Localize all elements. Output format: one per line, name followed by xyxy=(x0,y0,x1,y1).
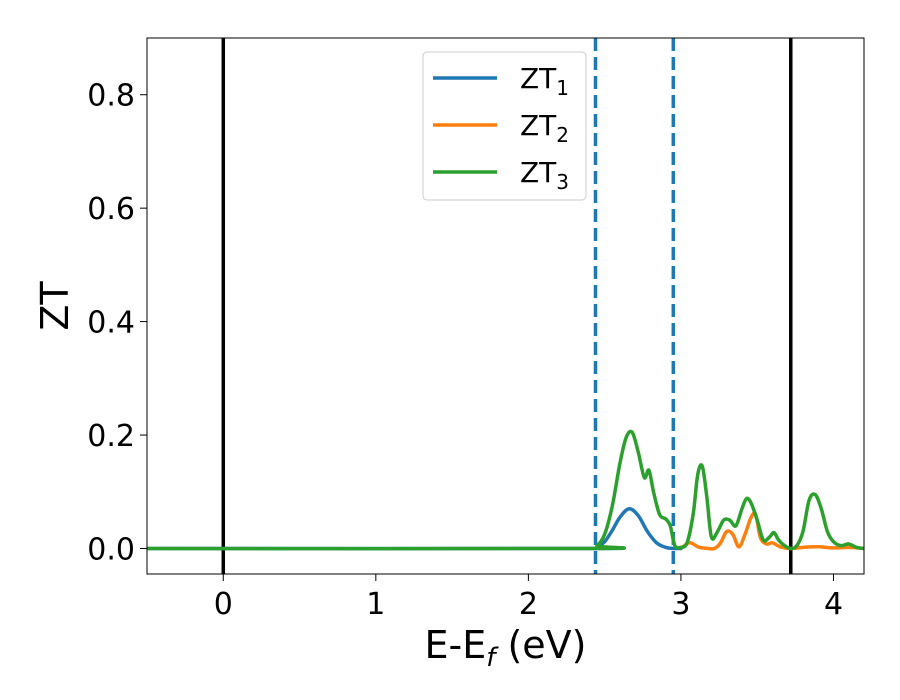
legend-label-zt2: ZT2 xyxy=(520,109,569,147)
y-axis-ticks: 0.0 0.2 0.4 0.6 0.8 xyxy=(87,79,147,567)
x-tick-label: 1 xyxy=(366,587,385,622)
legend-box xyxy=(422,51,587,201)
x-tick-label: 2 xyxy=(519,587,538,622)
legend-label-zt1: ZT1 xyxy=(520,62,569,100)
legend-label-sub: 3 xyxy=(556,170,569,194)
x-tick-label: 4 xyxy=(824,587,843,622)
legend-label-main: ZT xyxy=(520,156,557,189)
legend-label-sub: 2 xyxy=(556,123,569,147)
x-axis-ticks: 0 1 2 3 4 xyxy=(214,574,843,622)
x-axis-label: E-Ef (eV) xyxy=(425,623,587,673)
y-tick-label: 0.6 xyxy=(87,192,135,227)
x-axis-label-unit: (eV) xyxy=(495,623,586,667)
y-tick-label: 0.0 xyxy=(87,532,135,567)
plot-frame xyxy=(146,37,865,575)
legend-label-main: ZT xyxy=(520,62,557,95)
x-tick-label: 3 xyxy=(671,587,690,622)
x-tick-label: 0 xyxy=(214,587,233,622)
y-tick-label: 0.2 xyxy=(87,419,135,454)
y-axis-label: ZT xyxy=(33,281,77,331)
series-line-zt3 xyxy=(147,429,864,551)
y-tick-label: 0.8 xyxy=(87,79,135,114)
vertical-reference-lines xyxy=(221,38,793,574)
legend-label-zt3: ZT3 xyxy=(520,156,569,194)
legend-label-main: ZT xyxy=(520,109,557,142)
y-tick-label: 0.4 xyxy=(87,306,135,341)
x-axis-label-main: E-E xyxy=(425,623,487,667)
legend-label-sub: 1 xyxy=(556,76,569,100)
series-line-zt2 xyxy=(679,511,864,551)
series-layer xyxy=(147,429,864,551)
